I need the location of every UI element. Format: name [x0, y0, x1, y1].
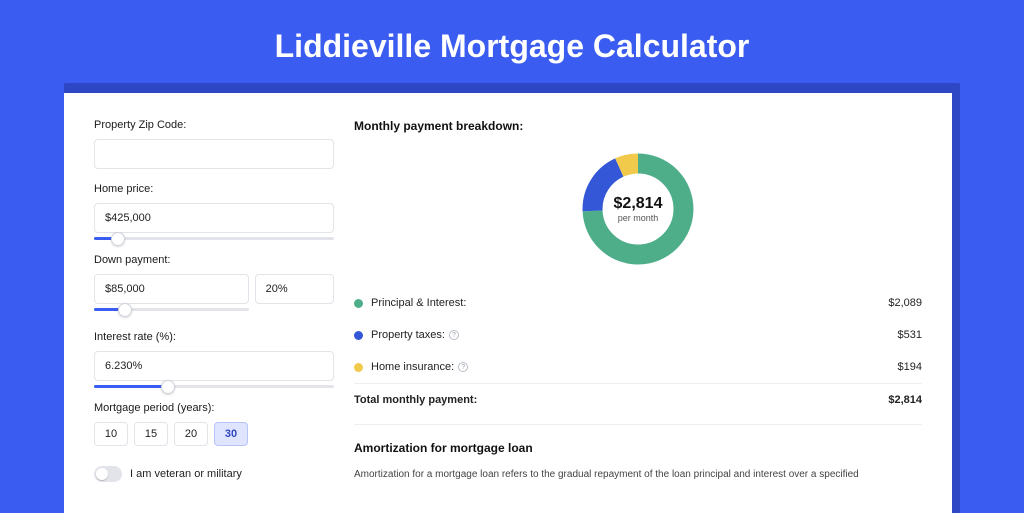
section-divider	[354, 424, 922, 425]
down-payment-slider[interactable]	[94, 308, 249, 311]
legend-dot-icon	[354, 299, 363, 308]
period-option-30[interactable]: 30	[214, 422, 248, 446]
calculator-card: Property Zip Code: Home price: Down paym…	[64, 93, 952, 513]
legend-value: $2,089	[888, 297, 922, 309]
zip-input[interactable]	[94, 139, 334, 169]
legend-total-label: Total monthly payment:	[354, 394, 888, 406]
interest-rate-slider[interactable]	[94, 385, 334, 388]
home-price-input[interactable]	[94, 203, 334, 233]
breakdown-column: Monthly payment breakdown: $2,814 per mo…	[354, 119, 922, 513]
down-payment-block: Down payment:	[94, 254, 334, 317]
payment-donut: $2,814 per month	[578, 149, 698, 269]
veteran-toggle-knob	[96, 468, 108, 480]
veteran-toggle[interactable]	[94, 466, 122, 482]
interest-rate-slider-fill	[94, 385, 168, 388]
page-title: Liddieville Mortgage Calculator	[0, 0, 1024, 83]
down-payment-label: Down payment:	[94, 254, 334, 266]
amortization-title: Amortization for mortgage loan	[354, 441, 922, 455]
veteran-label: I am veteran or military	[130, 468, 242, 480]
donut-container: $2,814 per month	[354, 141, 922, 287]
breakdown-title: Monthly payment breakdown:	[354, 119, 922, 133]
info-icon[interactable]: ?	[458, 362, 468, 372]
period-option-15[interactable]: 15	[134, 422, 168, 446]
period-option-10[interactable]: 10	[94, 422, 128, 446]
donut-sub: per month	[614, 213, 663, 223]
zip-label: Property Zip Code:	[94, 119, 334, 131]
interest-rate-label: Interest rate (%):	[94, 331, 334, 343]
legend-row: Property taxes:?$531	[354, 319, 922, 351]
home-price-block: Home price:	[94, 183, 334, 240]
down-payment-slider-thumb[interactable]	[118, 303, 132, 317]
period-block: Mortgage period (years): 10152030	[94, 402, 334, 446]
form-column: Property Zip Code: Home price: Down paym…	[94, 119, 334, 513]
legend-total-value: $2,814	[888, 394, 922, 406]
period-option-20[interactable]: 20	[174, 422, 208, 446]
home-price-slider-thumb[interactable]	[111, 232, 125, 246]
home-price-label: Home price:	[94, 183, 334, 195]
legend-label: Home insurance:?	[371, 361, 898, 373]
legend-row: Home insurance:?$194	[354, 351, 922, 383]
interest-rate-input[interactable]	[94, 351, 334, 381]
interest-rate-block: Interest rate (%):	[94, 331, 334, 388]
card-shadow: Property Zip Code: Home price: Down paym…	[64, 83, 960, 513]
legend-value: $194	[898, 361, 922, 373]
legend-dot-icon	[354, 363, 363, 372]
legend-total-row: Total monthly payment: $2,814	[354, 383, 922, 416]
donut-center: $2,814 per month	[614, 195, 663, 223]
down-payment-input[interactable]	[94, 274, 249, 304]
down-payment-pct-input[interactable]	[255, 274, 334, 304]
legend-value: $531	[898, 329, 922, 341]
period-options: 10152030	[94, 422, 334, 446]
legend-list: Principal & Interest:$2,089Property taxe…	[354, 287, 922, 383]
legend-dot-icon	[354, 331, 363, 340]
interest-rate-slider-thumb[interactable]	[161, 380, 175, 394]
home-price-slider[interactable]	[94, 237, 334, 240]
donut-amount: $2,814	[614, 195, 663, 213]
amortization-text: Amortization for a mortgage loan refers …	[354, 467, 922, 482]
legend-label: Principal & Interest:	[371, 297, 888, 309]
legend-label: Property taxes:?	[371, 329, 898, 341]
zip-field-block: Property Zip Code:	[94, 119, 334, 169]
legend-row: Principal & Interest:$2,089	[354, 287, 922, 319]
period-label: Mortgage period (years):	[94, 402, 334, 414]
info-icon[interactable]: ?	[449, 330, 459, 340]
veteran-row: I am veteran or military	[94, 466, 334, 482]
